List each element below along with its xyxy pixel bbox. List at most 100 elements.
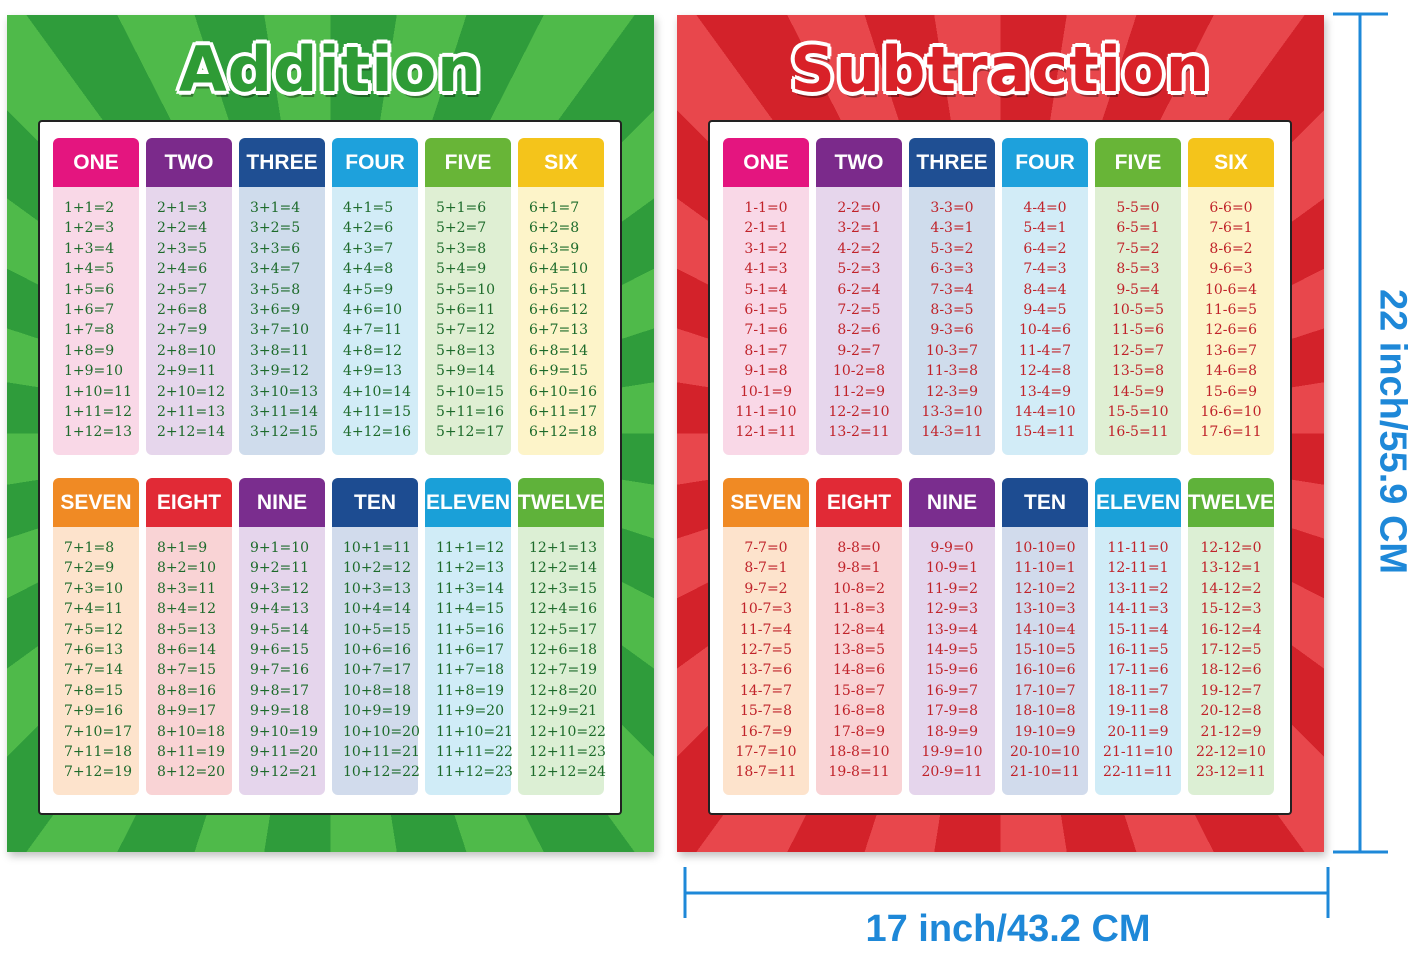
equation: 6+5=11 (529, 281, 589, 298)
column-header: TWELVE (1188, 478, 1274, 527)
column-header: THREE (239, 138, 325, 187)
equation: 1+3=4 (64, 240, 115, 257)
column-header: TWO (816, 138, 902, 187)
equation: 11+12=23 (436, 764, 513, 781)
equation: 12-11=1 (1107, 560, 1169, 577)
equation: 10+3=13 (343, 580, 411, 597)
equation: 4+11=15 (343, 403, 411, 420)
equation: 7-6=1 (1209, 220, 1253, 237)
equation: 11-11=0 (1107, 540, 1169, 556)
equation: 18-12=6 (1200, 662, 1262, 679)
column-header: ELEVEN (1095, 478, 1181, 527)
equation: 9-4=5 (1023, 301, 1067, 318)
equation: 10-5=5 (1111, 301, 1165, 318)
equation: 4+2=6 (343, 220, 394, 237)
column-header: FOUR (1002, 138, 1088, 187)
column-header: EIGHT (146, 478, 232, 527)
equation: 7-1=6 (744, 322, 788, 339)
equation: 4+4=8 (343, 261, 394, 278)
equation: 12-1=11 (735, 424, 797, 441)
equation: 14-8=6 (832, 662, 886, 679)
equation: 9-1=8 (744, 363, 788, 380)
equation: 12-4=8 (1018, 363, 1072, 380)
equation: 5+9=14 (436, 363, 496, 380)
equation: 12+2=14 (529, 560, 597, 577)
equation: 13-4=9 (1018, 383, 1072, 400)
equation: 16-5=11 (1107, 424, 1169, 441)
equation: 19-11=8 (1107, 703, 1169, 720)
equation: 10-10=0 (1014, 540, 1076, 556)
equation: 7+10=17 (64, 723, 132, 740)
equation: 21-12=9 (1200, 723, 1262, 740)
equation: 14-7=7 (739, 682, 793, 699)
equation: 8-8=0 (837, 540, 881, 556)
equation: 9+1=10 (250, 540, 310, 556)
equation: 20-9=11 (921, 764, 983, 781)
equation: 11-10=1 (1014, 560, 1076, 577)
equation: 3-2=1 (837, 220, 881, 237)
equation: 8-3=5 (930, 301, 974, 318)
column-header: NINE (909, 478, 995, 527)
equation: 2-2=0 (837, 200, 881, 216)
equation: 4-4=0 (1023, 200, 1067, 216)
column-body: 8-8=0 9-8=1 10-8=2 11-8=3 12-8=4 13-8=5 14-8=6… (816, 527, 902, 795)
equation: 3+11=14 (250, 403, 318, 420)
column-body: 9-9=0 10-9=1 11-9=2 12-9=3 13-9=4 14-9=5 15-9=… (909, 527, 995, 795)
equation: 1+8=9 (64, 342, 115, 359)
column-body: 5-5=0 6-5=1 7-5=2 8-5=3 9-5=4 10-5=5 11-5=6 12-… (1095, 187, 1181, 455)
column-header: SIX (1188, 138, 1274, 187)
equation: 3+12=15 (250, 424, 318, 441)
equation: 3+7=10 (250, 322, 310, 339)
equation: 17-8=9 (832, 723, 886, 740)
equation: 12+7=19 (529, 662, 597, 679)
equation: 7-2=5 (837, 301, 881, 318)
equation: 9+8=17 (250, 682, 310, 699)
equation: 20-11=9 (1107, 723, 1169, 740)
equation: 11-4=7 (1018, 342, 1072, 359)
equation: 21-10=11 (1010, 764, 1080, 781)
equation: 4+9=13 (343, 363, 403, 380)
column-header: FIVE (1095, 138, 1181, 187)
equation: 16-9=7 (925, 682, 979, 699)
equation: 5-3=2 (930, 240, 974, 257)
column-body: 9+1=10 9+2=11 9+3=12 9+4=13 9+5=14 9+6=15 9+7=… (239, 527, 325, 795)
equation: 6-3=3 (930, 261, 974, 278)
equation: 1+10=11 (64, 383, 132, 400)
equation: 18-11=7 (1107, 682, 1169, 699)
equation: 12-2=10 (828, 403, 890, 420)
equation: 7+5=12 (64, 621, 124, 638)
equation: 18-7=11 (735, 764, 797, 781)
equation: 5+2=7 (436, 220, 487, 237)
column-header: SEVEN (723, 478, 809, 527)
equation: 4+1=5 (343, 200, 394, 216)
equation: 7+12=19 (64, 764, 132, 781)
equation: 2+3=5 (157, 240, 208, 257)
equation: 14-3=11 (921, 424, 983, 441)
equation: 19-12=7 (1200, 682, 1262, 699)
equation: 10-1=9 (739, 383, 793, 400)
equation: 10-6=4 (1204, 281, 1258, 298)
equation: 5+4=9 (436, 261, 487, 278)
equation: 9+12=21 (250, 764, 318, 781)
poster-title: Addition (178, 33, 483, 106)
equation: 3+6=9 (250, 301, 301, 318)
equation: 5+8=13 (436, 342, 496, 359)
equation: 7+11=18 (64, 743, 132, 760)
equation: 7+1=8 (64, 540, 115, 556)
equation: 6+2=8 (529, 220, 580, 237)
equation: 9-9=0 (930, 540, 974, 556)
equation: 6+8=14 (529, 342, 589, 359)
equation: 13-5=8 (1111, 363, 1165, 380)
column-body: 2+1=3 2+2=4 2+3=5 2+4=6 2+5=7 2+6=8 2+7=9 2+8=1… (146, 187, 232, 455)
equation: 6+3=9 (529, 240, 580, 257)
equation: 5+11=16 (436, 403, 504, 420)
equation: 11+10=21 (436, 723, 513, 740)
equation: 8+8=16 (157, 682, 217, 699)
equation: 1+1=2 (64, 200, 115, 216)
equation: 8+11=19 (157, 743, 225, 760)
equation: 7+8=15 (64, 682, 124, 699)
equation: 5-2=3 (837, 261, 881, 278)
poster: Subtraction ONE 1-1=0 2-1=1 3-1=2 4-1=3 5-1=4 6… (677, 15, 1324, 852)
equation: 8+2=10 (157, 560, 217, 577)
equation: 1+5=6 (64, 281, 115, 298)
